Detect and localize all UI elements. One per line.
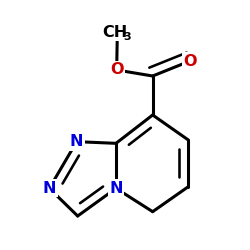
- Text: 3: 3: [124, 32, 131, 42]
- Text: N: N: [109, 181, 123, 196]
- Text: N: N: [70, 134, 84, 149]
- Text: O: O: [183, 54, 197, 68]
- Text: CH: CH: [102, 25, 128, 40]
- Text: O: O: [110, 62, 124, 78]
- Text: N: N: [42, 181, 56, 196]
